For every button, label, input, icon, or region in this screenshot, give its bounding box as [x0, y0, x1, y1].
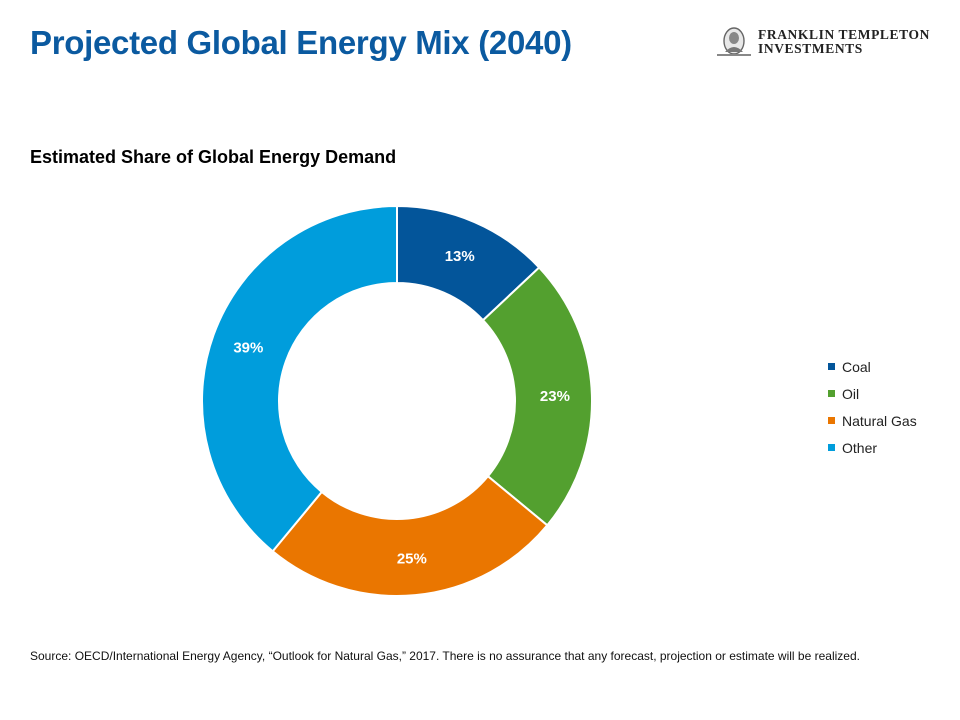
logo-wordmark: FRANKLIN TEMPLETON INVESTMENTS: [758, 28, 930, 56]
chart-title: Estimated Share of Global Energy Demand: [30, 147, 397, 167]
donut-slice-natural-gas: [271, 474, 549, 597]
legend-label-oil: Oil: [842, 385, 860, 402]
data-label-coal: 13%: [445, 248, 475, 265]
legend-item-oil: Oil: [828, 380, 917, 407]
donut-slices: [201, 204, 593, 597]
legend-swatch-natural-gas: [828, 417, 835, 424]
data-label-other: 39%: [233, 339, 263, 356]
donut-data-labels: 13% 23% 25% 39%: [233, 248, 570, 567]
legend-item-natural-gas: Natural Gas: [828, 407, 917, 434]
franklin-templeton-logo: FRANKLIN TEMPLETON INVESTMENTS: [716, 26, 930, 58]
legend-item-coal: Coal: [828, 353, 917, 380]
logo-line-2: INVESTMENTS: [758, 41, 863, 56]
legend-swatch-other: [828, 444, 835, 451]
legend-label-coal: Coal: [842, 358, 871, 375]
legend-label-natural-gas: Natural Gas: [842, 412, 917, 429]
legend-swatch-oil: [828, 390, 835, 397]
logo-line-1: FRANKLIN TEMPLETON: [758, 27, 930, 42]
donut-slice-other: [201, 204, 398, 553]
legend-label-other: Other: [842, 439, 878, 456]
data-label-oil: 23%: [540, 388, 570, 405]
franklin-medallion-icon: [717, 27, 751, 56]
chart-legend: Coal Oil Natural Gas Other: [828, 353, 917, 461]
data-label-natural-gas: 25%: [397, 550, 427, 567]
page-title: Projected Global Energy Mix (2040): [30, 24, 572, 61]
legend-item-other: Other: [828, 434, 917, 461]
source-note: Source: OECD/International Energy Agency…: [30, 649, 860, 663]
donut-slice-oil: [481, 266, 593, 527]
legend-swatch-coal: [828, 363, 835, 370]
